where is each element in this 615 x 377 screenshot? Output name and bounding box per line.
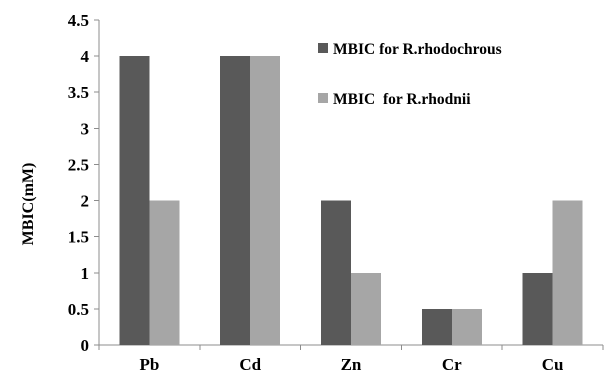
x-tick-label: Cr: [442, 355, 462, 374]
y-axis: 0 0.5 1 1.5 2 2.5 3 3.5 4 4.5: [68, 11, 100, 355]
bar-series-2: [552, 200, 583, 345]
bar-series-1: [522, 272, 553, 345]
y-tick-label: 0: [81, 336, 90, 355]
y-tick-label: 0.5: [68, 300, 89, 319]
legend-label: MBIC for R.rhodnii: [333, 91, 471, 108]
y-axis-label: MBIC(mM): [20, 163, 37, 246]
x-tick-label: Cd: [239, 355, 261, 374]
bar-series-1: [220, 56, 251, 345]
y-tick-label: 3.5: [68, 83, 89, 102]
legend-label: MBIC for R.rhodochrous: [333, 41, 502, 58]
legend-swatch: [318, 43, 328, 53]
y-tick-label: 4: [81, 47, 90, 66]
bars: [119, 56, 583, 345]
bar-series-1: [119, 56, 150, 345]
y-tick-label: 1: [81, 264, 90, 283]
y-tick-label: 4.5: [68, 11, 89, 30]
bar-series-1: [321, 200, 351, 345]
legend: MBIC for R.rhodochrous MBIC for R.rhodnii: [318, 41, 502, 108]
x-tick-label: Zn: [341, 355, 362, 374]
x-axis: Pb Cd Zn Cr Cu: [98, 344, 604, 374]
y-tick-label: 2.5: [68, 155, 89, 174]
legend-swatch: [318, 93, 328, 103]
y-tick-label: 2: [81, 192, 90, 211]
x-tick-label: Cu: [542, 355, 564, 374]
bar-series-2: [250, 56, 281, 345]
bar-series-1: [421, 308, 452, 345]
y-tick-label: 3: [81, 119, 90, 138]
bar-series-2: [451, 308, 482, 345]
y-tick-label: 1.5: [68, 228, 89, 247]
bar-series-2: [351, 272, 381, 345]
bar-series-2: [149, 200, 180, 345]
x-tick-label: Pb: [139, 355, 159, 374]
